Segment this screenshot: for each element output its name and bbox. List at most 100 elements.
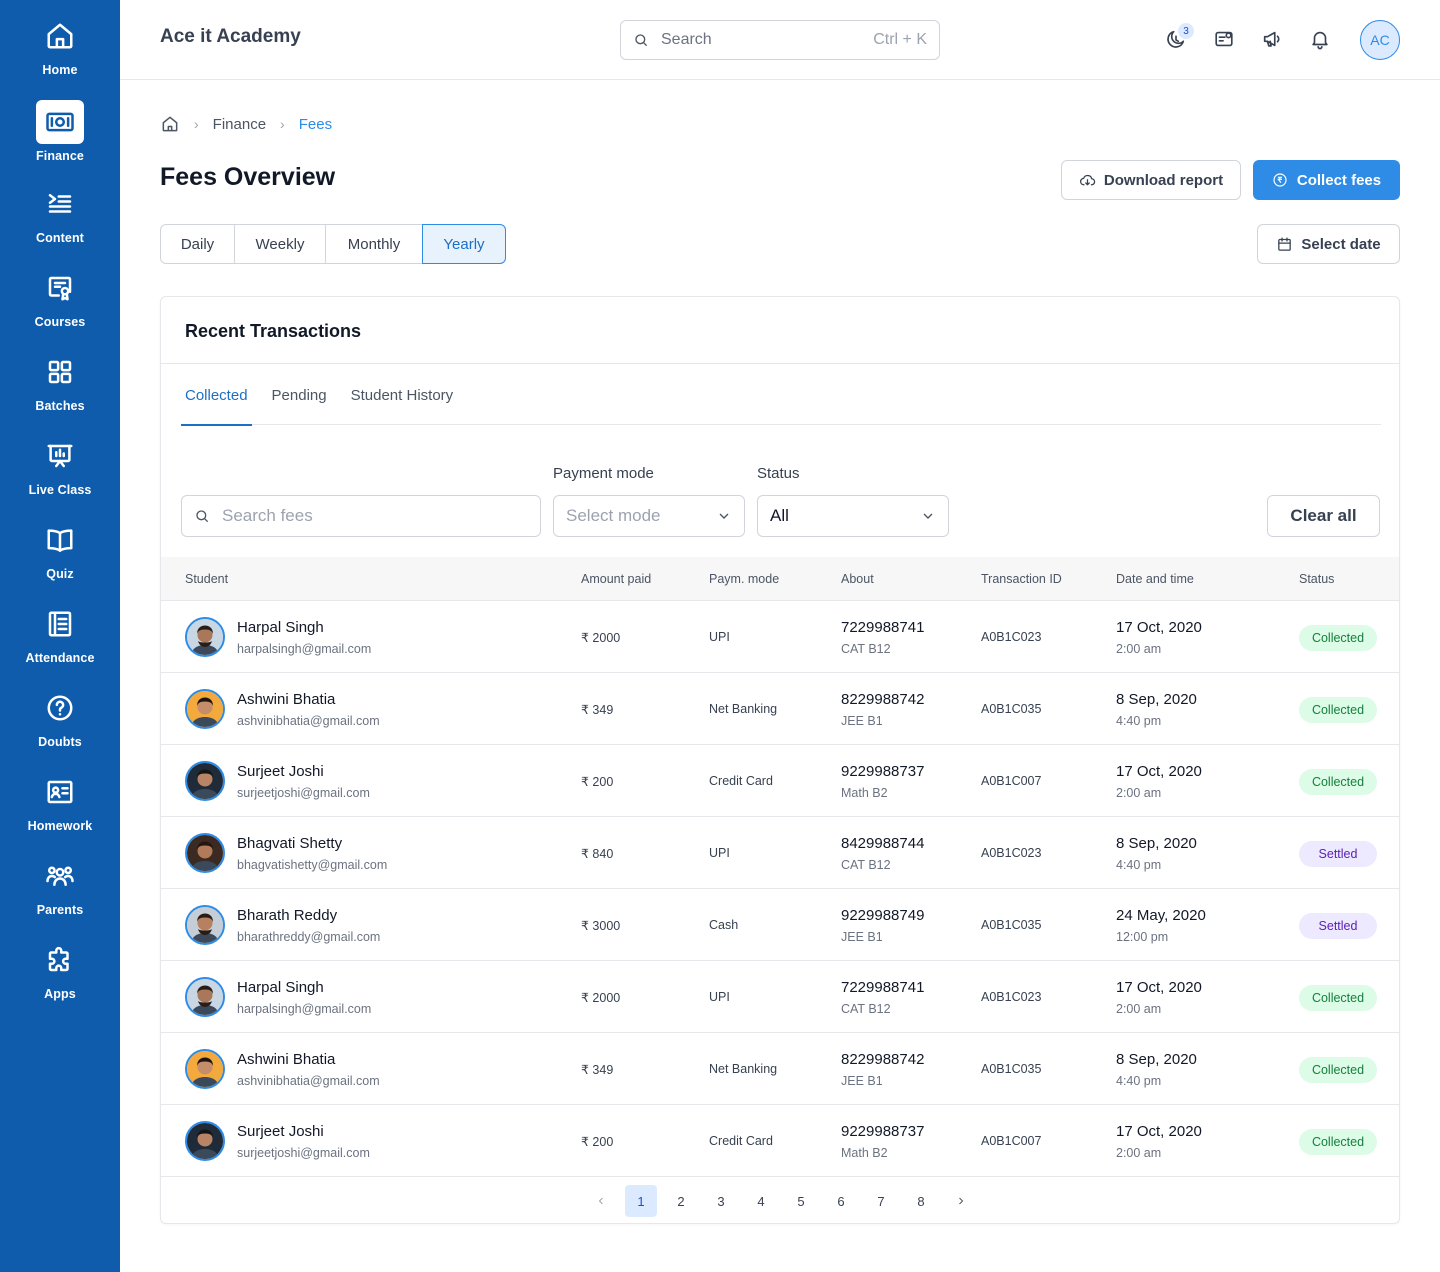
table-row[interactable]: Surjeet Joshi surjeetjoshi@gmail.com ₹ 200… bbox=[161, 1105, 1399, 1177]
table-row[interactable]: Bhagvati Shetty bhagvatishetty@gmail.com ₹… bbox=[161, 817, 1399, 889]
sidebar-item-parents[interactable]: Parents bbox=[0, 840, 120, 924]
student-avatar bbox=[185, 905, 225, 945]
clear-all-button[interactable]: Clear all bbox=[1267, 495, 1380, 537]
megaphone-button[interactable] bbox=[1261, 28, 1285, 52]
sidebar-item-finance[interactable]: Finance bbox=[0, 84, 120, 168]
transaction-time: 2:00 am bbox=[1116, 642, 1162, 656]
status-badge: Collected bbox=[1299, 769, 1377, 795]
page-3[interactable]: 3 bbox=[717, 1193, 725, 1209]
page-7[interactable]: 7 bbox=[877, 1193, 885, 1209]
page-1[interactable]: 1 bbox=[625, 1185, 657, 1217]
table-row[interactable]: Surjeet Joshi surjeetjoshi@gmail.com ₹ 200… bbox=[161, 745, 1399, 817]
sidebar-item-home[interactable]: Home bbox=[0, 0, 120, 84]
breadcrumb-finance[interactable]: Finance bbox=[212, 115, 267, 133]
status-badge: Collected bbox=[1299, 1129, 1377, 1155]
card-title: Recent Transactions bbox=[185, 321, 362, 341]
breadcrumb: › Finance › Fees bbox=[160, 114, 332, 134]
sidebar-item-attendance[interactable]: Attendance bbox=[0, 588, 120, 672]
page-4[interactable]: 4 bbox=[757, 1193, 765, 1209]
previous-page-button[interactable] bbox=[585, 1185, 617, 1217]
download-report-button[interactable]: Download report bbox=[1061, 160, 1241, 200]
student-email: ashvinibhatia@gmail.com bbox=[237, 714, 380, 728]
payment-mode: Net Banking bbox=[709, 1062, 778, 1076]
tab-student-history[interactable]: Student History bbox=[350, 386, 454, 404]
student-name[interactable]: Surjeet Joshi bbox=[237, 763, 324, 780]
payment-mode: UPI bbox=[709, 846, 730, 860]
page-8[interactable]: 8 bbox=[917, 1193, 925, 1209]
history-moon-icon bbox=[1167, 30, 1185, 48]
transaction-id: A0B1C035 bbox=[981, 702, 1042, 716]
status-select[interactable]: All bbox=[757, 495, 949, 537]
period-daily[interactable]: Daily bbox=[160, 224, 235, 264]
column-header-payment-mode: Paym. mode bbox=[709, 572, 780, 586]
period-monthly[interactable]: Monthly bbox=[325, 224, 423, 264]
next-page-button[interactable] bbox=[945, 1185, 977, 1217]
cloud-download-icon bbox=[1079, 174, 1096, 185]
user-avatar[interactable]: AC bbox=[1360, 20, 1400, 60]
student-name[interactable]: Ashwini Bhatia bbox=[237, 1051, 336, 1068]
megaphone-icon bbox=[1263, 31, 1280, 47]
select-date-button[interactable]: Select date bbox=[1257, 224, 1400, 264]
payment-mode: Credit Card bbox=[709, 1134, 773, 1148]
student-name[interactable]: Ashwini Bhatia bbox=[237, 691, 336, 708]
about-phone: 9229988737 bbox=[841, 763, 925, 780]
student-avatar bbox=[185, 761, 225, 801]
student-name[interactable]: Surjeet Joshi bbox=[237, 1123, 324, 1140]
page-2[interactable]: 2 bbox=[677, 1193, 685, 1209]
sidebar-item-batches[interactable]: Batches bbox=[0, 336, 120, 420]
amount-paid: ₹ 349 bbox=[581, 1063, 614, 1077]
id-card-icon bbox=[36, 770, 84, 814]
download-report-label: Download report bbox=[1103, 171, 1224, 189]
period-yearly[interactable]: Yearly bbox=[422, 224, 506, 264]
page-5[interactable]: 5 bbox=[797, 1193, 805, 1209]
breadcrumb-fees[interactable]: Fees bbox=[298, 115, 333, 133]
global-search-input[interactable]: Search Ctrl + K bbox=[620, 20, 940, 60]
period-weekly[interactable]: Weekly bbox=[234, 224, 326, 264]
student-name[interactable]: Harpal Singh bbox=[237, 619, 324, 636]
sidebar-item-doubts[interactable]: Doubts bbox=[0, 672, 120, 756]
bell-icon bbox=[1312, 31, 1328, 50]
column-header-status: Status bbox=[1299, 572, 1335, 586]
home-icon[interactable] bbox=[160, 114, 180, 134]
home-icon bbox=[36, 14, 84, 58]
search-icon bbox=[635, 34, 648, 47]
page-6[interactable]: 6 bbox=[837, 1193, 845, 1209]
collect-fees-button[interactable]: Collect fees bbox=[1253, 160, 1400, 200]
student-avatar bbox=[185, 1049, 225, 1089]
sidebar-item-live-class[interactable]: Live Class bbox=[0, 420, 120, 504]
about-batch: JEE B1 bbox=[841, 1074, 883, 1088]
search-placeholder: Search bbox=[661, 31, 712, 48]
column-header-transaction-id: Transaction ID bbox=[981, 572, 1062, 586]
sidebar-item-homework[interactable]: Homework bbox=[0, 756, 120, 840]
sidebar-item-quiz[interactable]: Quiz bbox=[0, 504, 120, 588]
calendar-icon bbox=[1278, 236, 1292, 251]
transaction-time: 4:40 pm bbox=[1116, 1074, 1162, 1088]
payment-mode-select[interactable]: Select mode bbox=[553, 495, 745, 537]
history-button[interactable]: 3 bbox=[1165, 22, 1195, 52]
student-email: ashvinibhatia@gmail.com bbox=[237, 1074, 380, 1088]
tab-collected[interactable]: Collected bbox=[181, 365, 252, 426]
transaction-time: 12:00 pm bbox=[1116, 930, 1169, 944]
student-name[interactable]: Bharath Reddy bbox=[237, 907, 338, 924]
transaction-time: 2:00 am bbox=[1116, 1146, 1162, 1160]
table-row[interactable]: Harpal Singh harpalsingh@gmail.com ₹ 2000 U… bbox=[161, 961, 1399, 1033]
student-name[interactable]: Bhagvati Shetty bbox=[237, 835, 343, 852]
notifications-button[interactable] bbox=[1309, 28, 1333, 52]
student-email: bhagvatishetty@gmail.com bbox=[237, 858, 388, 872]
student-name[interactable]: Harpal Singh bbox=[237, 979, 324, 996]
about-batch: JEE B1 bbox=[841, 930, 883, 944]
payment-mode: Net Banking bbox=[709, 702, 778, 716]
amount-paid: ₹ 200 bbox=[581, 775, 614, 789]
announcements-list-button[interactable] bbox=[1213, 28, 1237, 52]
sidebar-item-courses[interactable]: Courses bbox=[0, 252, 120, 336]
table-row[interactable]: Ashwini Bhatia ashvinibhatia@gmail.com ₹ 3… bbox=[161, 673, 1399, 745]
sidebar-item-apps[interactable]: Apps bbox=[0, 924, 120, 1008]
tab-pending[interactable]: Pending bbox=[271, 386, 327, 404]
table-row[interactable]: Harpal Singh harpalsingh@gmail.com ₹ 2000 U… bbox=[161, 601, 1399, 673]
search-fees-input[interactable]: Search fees bbox=[181, 495, 541, 537]
amount-paid: ₹ 840 bbox=[581, 847, 614, 861]
sidebar-item-content[interactable]: Content bbox=[0, 168, 120, 252]
table-row[interactable]: Bharath Reddy bharathreddy@gmail.com ₹ 300… bbox=[161, 889, 1399, 961]
table-row[interactable]: Ashwini Bhatia ashvinibhatia@gmail.com ₹ 3… bbox=[161, 1033, 1399, 1105]
chevron-down-icon bbox=[719, 513, 729, 519]
